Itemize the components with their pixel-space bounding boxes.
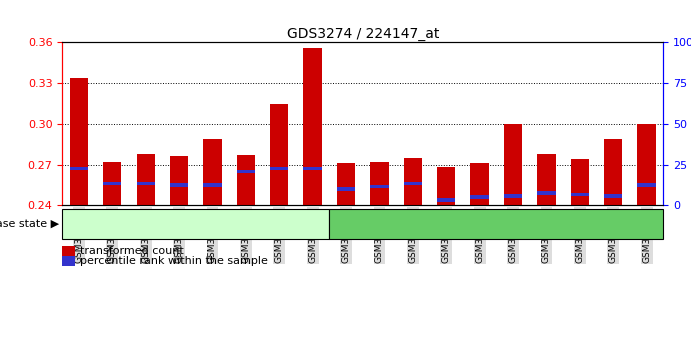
Bar bbox=[170, 156, 188, 205]
Text: disease state ▶: disease state ▶ bbox=[0, 219, 59, 229]
Bar bbox=[404, 182, 422, 185]
Bar bbox=[504, 124, 522, 205]
Text: chromophobe renal cell carcinoma: chromophobe renal cell carcinoma bbox=[400, 219, 593, 229]
Bar bbox=[303, 48, 322, 205]
Text: transformed count: transformed count bbox=[80, 246, 184, 256]
Bar bbox=[337, 163, 355, 205]
Bar bbox=[337, 187, 355, 191]
Bar bbox=[303, 167, 322, 170]
Bar bbox=[370, 162, 388, 205]
Bar bbox=[203, 183, 222, 187]
Bar bbox=[137, 182, 155, 185]
Bar bbox=[471, 163, 489, 205]
Bar bbox=[103, 182, 122, 185]
Bar bbox=[70, 167, 88, 170]
Bar bbox=[237, 170, 255, 173]
Bar bbox=[270, 167, 288, 170]
Bar bbox=[237, 155, 255, 205]
Bar bbox=[270, 103, 288, 205]
Bar bbox=[504, 194, 522, 198]
Bar bbox=[137, 154, 155, 205]
Bar bbox=[437, 167, 455, 205]
Title: GDS3274 / 224147_at: GDS3274 / 224147_at bbox=[287, 28, 439, 41]
Bar bbox=[203, 139, 222, 205]
Text: percentile rank within the sample: percentile rank within the sample bbox=[80, 256, 268, 266]
Bar bbox=[638, 183, 656, 187]
Bar bbox=[370, 185, 388, 188]
Bar bbox=[170, 183, 188, 187]
Bar bbox=[538, 154, 556, 205]
Text: oncocytoma: oncocytoma bbox=[162, 219, 230, 229]
Bar bbox=[604, 194, 623, 198]
Bar bbox=[571, 193, 589, 196]
Bar bbox=[538, 192, 556, 195]
Bar bbox=[604, 139, 623, 205]
Bar bbox=[70, 78, 88, 205]
Bar bbox=[404, 158, 422, 205]
Bar bbox=[471, 195, 489, 199]
Bar bbox=[638, 124, 656, 205]
Bar bbox=[103, 162, 122, 205]
Bar bbox=[571, 159, 589, 205]
Bar bbox=[437, 198, 455, 201]
